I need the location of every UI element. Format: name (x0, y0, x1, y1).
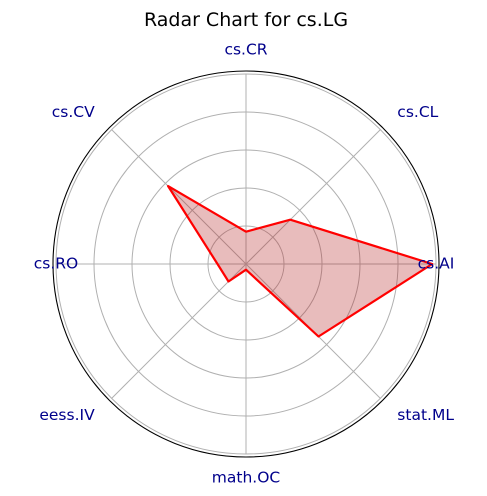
radar-data (167, 185, 434, 338)
axis-label-math-oc: math.OC (212, 469, 280, 487)
series-area (168, 186, 433, 337)
grid-spoke (111, 129, 247, 265)
axis-label-cs-cv: cs.CV (52, 103, 95, 121)
grid-spoke (245, 129, 381, 265)
axis-label-stat-ml: stat.ML (397, 406, 454, 424)
axis-label-cs-ro: cs.RO (34, 255, 79, 273)
radar-frame (52, 70, 440, 458)
series-line (167, 185, 434, 338)
axis-label-cs-cr: cs.CR (224, 41, 267, 59)
axis-label-eess-iv: eess.IV (39, 406, 95, 424)
radar-axis-labels: cs.AI cs.CL cs.CR cs.CV cs.RO eess.IV math.OC s… (34, 41, 455, 487)
grid-spoke (111, 263, 247, 399)
radar-grid (52, 70, 440, 458)
axis-label-cs-cl: cs.CL (397, 103, 438, 121)
chart-title: Radar Chart for cs.LG (144, 9, 348, 31)
axis-label-cs-ai: cs.AI (418, 255, 455, 273)
